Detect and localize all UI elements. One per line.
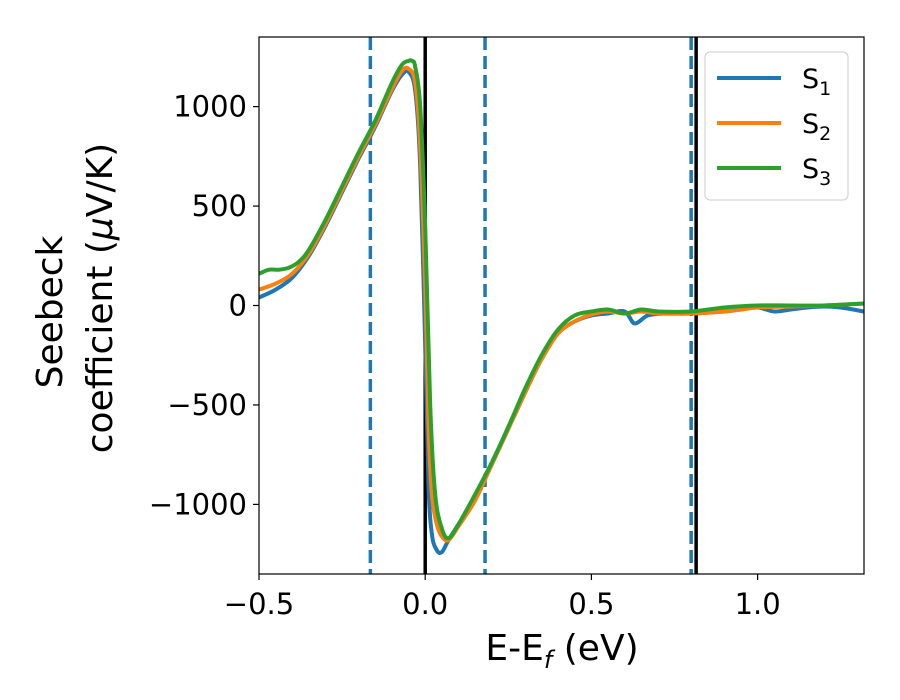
x-axis-label: E-Ef (eV) (485, 628, 638, 674)
y-axis-label-tail: V/K) (80, 143, 121, 217)
y-axis-label-line2: coefficient (μV/K) (80, 143, 121, 453)
y-tick-label: −1000 (149, 487, 247, 521)
x-tick-label: −0.5 (224, 587, 294, 621)
legend-label-s2: S2 (802, 109, 831, 145)
x-tick-label: 0.5 (568, 587, 614, 621)
x-axis-label-main: E-E (485, 628, 543, 669)
x-axis-label-unit: (eV) (552, 628, 638, 669)
legend: S1 S2 S3 (704, 51, 849, 201)
x-tick-label: 1.0 (735, 587, 781, 621)
y-axis-label-main: coefficient ( (80, 240, 121, 453)
y-tick-label: 500 (192, 189, 247, 223)
y-tick-label: −500 (167, 388, 247, 422)
legend-box (704, 51, 849, 201)
legend-label-s1: S1 (802, 64, 831, 100)
x-tick-label: 0.0 (402, 587, 448, 621)
y-tick-label: 1000 (173, 90, 247, 124)
y-axis-ticks: 1000 500 0 −500 −1000 (149, 90, 259, 521)
y-axis-label-mu: μ (80, 217, 121, 241)
series-layer (259, 58, 864, 555)
y-axis-label-line1: Seebeck (30, 235, 71, 388)
series-line-s3 (259, 58, 864, 541)
legend-label-s3: S3 (802, 154, 831, 190)
y-tick-label: 0 (229, 289, 247, 323)
x-axis-ticks: −0.5 0.0 0.5 1.0 (224, 574, 781, 621)
